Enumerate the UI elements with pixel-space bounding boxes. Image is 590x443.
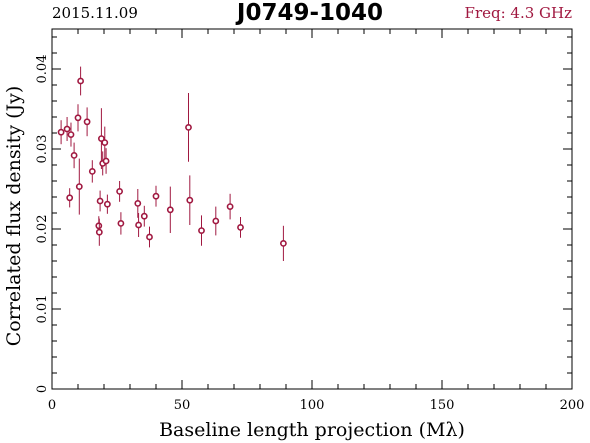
data-point [102,148,110,174]
point-marker [75,183,83,190]
point-marker [77,77,84,85]
data-point [166,186,174,233]
data-point [186,175,194,225]
y-tick-label: 0.04 [35,55,50,84]
data-point [212,206,220,236]
data-point [152,185,160,207]
point-marker [140,212,148,220]
data-point [74,104,82,132]
y-axis-label: Correlated flux density (Jy) [3,86,25,347]
data-point [103,194,111,214]
data-point [75,158,83,215]
data-point [88,160,96,183]
point-marker [117,219,125,227]
data-point [98,108,105,169]
point-marker [134,199,142,207]
point-marker [116,187,123,195]
data-point [140,205,148,227]
point-marker [70,151,78,159]
point-marker [237,223,244,231]
y-tick-label: 0 [35,385,50,393]
point-marker [95,228,103,236]
plot-frame [51,28,573,390]
point-marker [198,227,205,234]
frequency-label: Freq: 4.3 GHz [465,4,573,22]
point-marker [152,192,160,200]
point-marker [166,206,174,214]
data-point [67,122,75,147]
data-point [83,107,91,137]
point-marker [102,157,110,165]
point-marker [83,118,91,126]
x-tick-label: 200 [560,398,585,413]
data-point [77,66,84,96]
data-point [95,218,103,246]
point-marker [212,217,220,225]
data-point [70,142,78,169]
point-marker [96,197,104,205]
x-axis-label: Baseline length projection (Mλ) [159,419,465,441]
data-point [63,117,71,141]
point-marker [57,128,65,136]
y-tick-label: 0.01 [35,295,50,324]
point-marker [101,139,109,146]
x-tick-label: 150 [430,398,455,413]
data-point [96,190,104,212]
point-marker [63,125,71,133]
data-point [57,120,65,145]
point-marker [95,222,103,230]
data-point [226,193,234,220]
source-title: J0749-1040 [235,0,383,26]
point-marker [226,203,234,210]
data-point [134,189,142,218]
point-marker [279,239,287,247]
axes: 0 50 100 150 200 0 0.01 0.02 0.03 0.04 [35,28,585,413]
data-point [146,226,153,248]
date-label: 2015.11.09 [52,4,138,22]
data-point [198,215,205,246]
point-marker [74,114,82,122]
x-tick-label: 50 [174,398,191,413]
data-point [237,217,244,238]
data-point [117,212,125,235]
point-marker [66,194,74,202]
y-tick-label: 0.02 [35,215,50,244]
data-point [66,188,74,208]
point-marker [135,221,142,229]
data-point [279,225,287,261]
point-marker [146,233,153,241]
point-marker [67,131,75,138]
point-marker [103,200,111,208]
point-marker [185,124,192,131]
data-point [101,126,109,159]
y-tick-label: 0.03 [35,135,50,164]
data-points [57,66,287,261]
x-tick-label: 0 [48,398,56,413]
point-marker [186,196,194,204]
data-point [135,213,142,237]
x-tick-label: 100 [300,398,325,413]
data-point [185,93,192,162]
data-point [116,181,123,202]
point-marker [88,167,96,175]
point-marker [98,135,105,142]
